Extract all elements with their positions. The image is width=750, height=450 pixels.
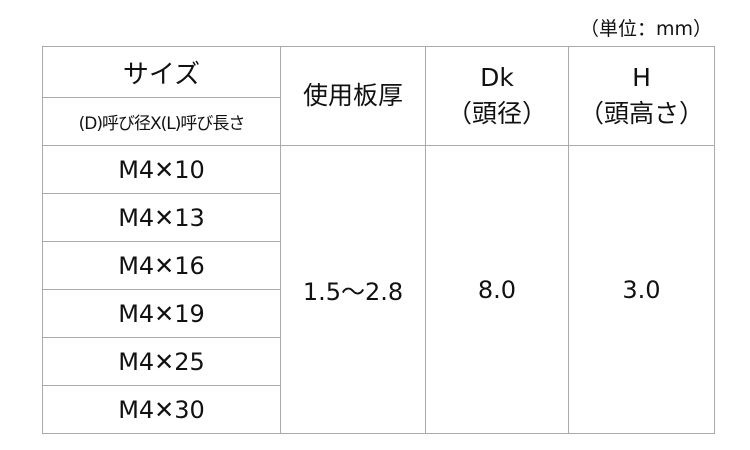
header-h: H （頭高さ） (568, 46, 715, 146)
spec-table: サイズ 使用板厚 Dk （頭径） H （頭高さ） (D)呼び径X(L)呼び長さ … (42, 46, 715, 434)
header-size-sub: (D)呼び径X(L)呼び長さ (42, 97, 281, 146)
size-cell: M4✕19 (42, 289, 281, 338)
thickness-value: 1.5～2.8 (280, 145, 426, 434)
size-cell: M4✕13 (42, 193, 281, 242)
size-cell: M4✕10 (42, 145, 281, 194)
header-dk: Dk （頭径） (425, 46, 569, 146)
table-row: M4✕19 (42, 289, 715, 338)
header-h-sub: （頭高さ） (578, 99, 704, 128)
header-size: サイズ (42, 46, 281, 98)
h-value: 3.0 (568, 145, 715, 434)
table-row: M4✕30 (42, 385, 715, 434)
size-cell: M4✕30 (42, 385, 281, 434)
size-cell: M4✕16 (42, 241, 281, 290)
header-dk-sub: （頭径） (446, 99, 547, 128)
dk-value: 8.0 (425, 145, 569, 434)
header-h-label: H (632, 63, 651, 92)
table-row: M4✕13 (42, 193, 715, 242)
table-row: M4✕10 1.5～2.8 8.0 3.0 (42, 145, 715, 434)
header-dk-label: Dk (480, 63, 514, 92)
size-cell: M4✕25 (42, 337, 281, 386)
table-row: M4✕16 (42, 241, 715, 290)
header-thickness: 使用板厚 (280, 46, 426, 146)
unit-label: （単位：mm） (579, 18, 712, 40)
